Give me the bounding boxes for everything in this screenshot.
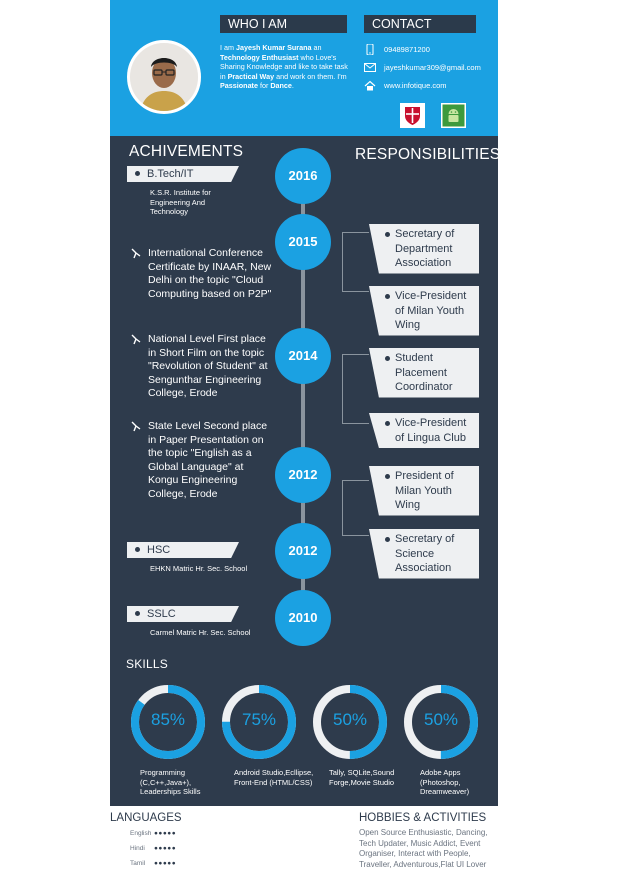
timeline-axis xyxy=(301,166,305,626)
bullet-icon xyxy=(385,474,390,479)
year-bubble: 2012 xyxy=(275,523,331,579)
bullet-icon xyxy=(385,232,390,237)
year-bubble: 2010 xyxy=(275,590,331,646)
education-hsc: HSC xyxy=(127,542,239,558)
who-i-am-heading: WHO I AM xyxy=(220,15,347,33)
responsibility-item: Secretary of Science Association xyxy=(369,529,479,579)
responsibility-item: Student Placement Coordinator xyxy=(369,348,479,398)
skill-ring-programming: 85% xyxy=(130,684,206,760)
responsibility-item: Secretary of Department Association xyxy=(369,224,479,274)
award-icon xyxy=(131,334,141,345)
bullet-icon xyxy=(385,356,390,361)
connector-line xyxy=(342,232,369,292)
responsibility-item: Vice-President of Lingua Club xyxy=(369,413,479,448)
year-bubble: 2014 xyxy=(275,328,331,384)
language-english: English ●●●●● xyxy=(130,830,177,837)
skill-label: Programming (C,C++,Java+), Leaderships S… xyxy=(140,768,201,796)
year-bubble: 2016 xyxy=(275,148,331,204)
year-bubble: 2015 xyxy=(275,214,331,270)
about-text: I am Jayesh Kumar Surana an Technology E… xyxy=(220,43,348,91)
main-panel: ACHIVEMENTS RESPONSIBILITIES 2016 2015 2… xyxy=(110,136,501,806)
responsibility-item: Vice-President of Milan Youth Wing xyxy=(369,286,479,336)
contact-heading: CONTACT xyxy=(364,15,476,33)
skills-heading: SKILLS xyxy=(126,657,168,671)
award-icon xyxy=(131,421,141,432)
skill-label: Android Studio,Ecllipse, Front-End (HTML… xyxy=(234,768,314,787)
education-btech: B.Tech/IT xyxy=(127,166,239,182)
education-btech-school: K.S.R. Institute for Engineering And Tec… xyxy=(150,188,211,216)
university-crest-icon xyxy=(400,103,425,128)
resume-sheet: WHO I AM CONTACT I am Jayesh Kumar Suran… xyxy=(110,0,501,877)
responsibility-item: President of Milan Youth Wing xyxy=(369,466,479,516)
android-icon xyxy=(441,103,466,128)
bullet-icon xyxy=(385,421,390,426)
home-icon xyxy=(364,80,376,91)
education-sslc-school: Carmel Matric Hr. Sec. School xyxy=(150,628,251,637)
bullet-icon xyxy=(385,294,390,299)
achievement-short-film: National Level First place in Short Film… xyxy=(148,333,268,399)
languages-heading: LANGUAGES xyxy=(110,812,182,824)
mail-icon xyxy=(364,63,376,72)
achievement-conference: International Conference Certificate by … xyxy=(148,247,272,300)
hobbies-heading: HOBBIES & ACTIVITIES xyxy=(359,812,487,824)
header-band: WHO I AM CONTACT I am Jayesh Kumar Suran… xyxy=(110,0,498,136)
education-sslc: SSLC xyxy=(127,606,239,622)
connector-line xyxy=(342,480,369,536)
language-hindi: Hindi ●●●●● xyxy=(130,845,177,852)
skill-label: Adobe Apps (Photoshop, Dreamweaver) xyxy=(420,768,470,796)
skill-ring-tally: 50% xyxy=(312,684,388,760)
phone-icon xyxy=(366,44,374,55)
bullet-icon xyxy=(135,611,140,616)
achievement-paper: State Level Second place in Paper Presen… xyxy=(148,420,268,500)
bullet-icon xyxy=(135,171,140,176)
education-hsc-school: EHKN Matric Hr. Sec. School xyxy=(150,564,248,573)
skill-label: Tally, SQLite,Sound Forge,Movie Studio xyxy=(329,768,395,787)
language-tamil: Tamil ●●●●● xyxy=(130,860,177,867)
skill-ring-android: 75% xyxy=(221,684,297,760)
year-bubble: 2012 xyxy=(275,447,331,503)
bullet-icon xyxy=(385,537,390,542)
profile-photo xyxy=(127,40,201,114)
skill-ring-adobe: 50% xyxy=(403,684,479,760)
award-icon xyxy=(131,248,141,259)
achievements-heading: ACHIVEMENTS xyxy=(129,143,244,160)
bullet-icon xyxy=(135,547,140,552)
responsibilities-heading: RESPONSIBILITIES xyxy=(355,146,501,163)
connector-line xyxy=(342,354,369,424)
hobbies-text: Open Source Enthusiastic, Dancing, Tech … xyxy=(359,828,488,869)
